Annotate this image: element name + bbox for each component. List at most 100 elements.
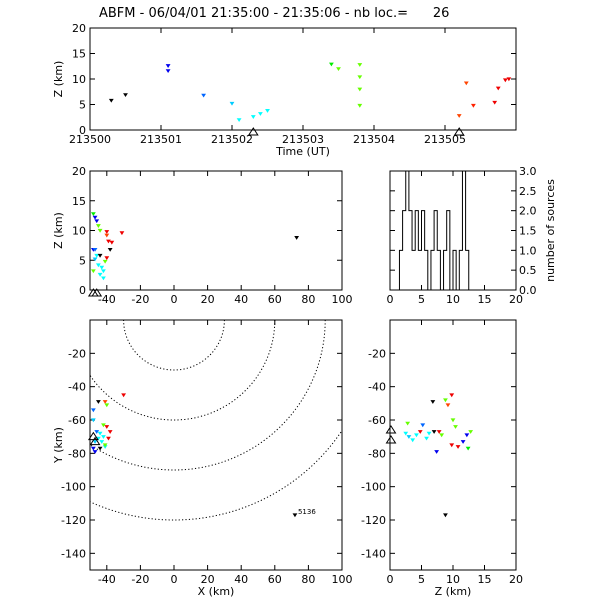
source-point (92, 215, 98, 220)
plot-frame (89, 170, 343, 291)
source-point (104, 425, 110, 429)
x-tick-label: 40 (234, 573, 248, 586)
x-tick-label: 213504 (353, 133, 395, 146)
y-tick-label: -80 (68, 447, 86, 460)
source-point (443, 513, 448, 518)
y-axis-title: Y (km) (52, 427, 65, 464)
source-point (434, 450, 440, 454)
station-marker (247, 127, 259, 136)
source-point (108, 98, 114, 103)
source-point (96, 400, 101, 404)
figure-title: ABFM - 06/04/01 21:35:00 - 21:35:06 - nb… (99, 6, 449, 21)
source-point (97, 446, 103, 451)
source-point (94, 253, 100, 258)
source-point (426, 431, 432, 436)
x-tick-label: 0 (387, 293, 394, 306)
x-tick-label: 10 (446, 293, 460, 306)
source-point (292, 513, 298, 518)
source-point (92, 257, 98, 262)
x-tick-label: 10 (446, 573, 460, 586)
y-tick-label: 10 (72, 73, 86, 86)
x-tick-label: -20 (131, 293, 149, 306)
source-point (430, 400, 436, 404)
source-point (456, 114, 462, 118)
source-point (101, 276, 106, 281)
source-point (329, 62, 334, 67)
source-point (464, 433, 470, 438)
source-point (97, 272, 103, 277)
source-point (99, 265, 105, 270)
x-tick-label: 80 (301, 293, 315, 306)
plot-frame (89, 319, 343, 571)
y-axis-title: Z (km) (52, 212, 65, 249)
y-tick-label: 0.5 (519, 264, 537, 277)
panel-x-height: -40 -20 0 20 40 60 80 100 0 5 10 15 20 Z (km) (52, 165, 353, 306)
x-tick-label: 60 (268, 293, 282, 306)
y-tick-label: 0.0 (519, 284, 537, 297)
plot-frame (89, 27, 517, 131)
range-rings (90, 320, 342, 521)
panel-time-height: 213500 213501 213502 213503 213504 213505 Time… (52, 22, 517, 158)
source-point (104, 233, 110, 238)
y-tick-label: 15 (72, 48, 86, 61)
source-point (90, 408, 96, 413)
source-point (294, 236, 300, 240)
source-point (357, 75, 363, 80)
x-tick-label: 213505 (424, 133, 466, 146)
source-point (97, 253, 103, 258)
source-point (106, 239, 111, 244)
source-point (471, 103, 476, 108)
source-point (258, 112, 263, 116)
source-point (94, 219, 100, 224)
y-axis-title: Z (km) (52, 61, 65, 98)
y-tick-label: 5 (79, 254, 86, 267)
x-axis-title: Z (km) (435, 585, 472, 598)
source-point (96, 436, 101, 441)
x-tick-label: 5 (418, 293, 425, 306)
y-tick-label: 2.5 (519, 185, 537, 198)
station-marker (89, 436, 101, 446)
source-point (465, 446, 471, 451)
x-tick-label: 40 (234, 293, 248, 306)
x-tick-label: 0 (171, 293, 178, 306)
x-tick-label: 20 (509, 293, 523, 306)
source-point (102, 400, 108, 404)
source-point (357, 103, 363, 108)
source-point (236, 118, 242, 122)
station-marker (385, 425, 397, 434)
x-tick-label: 60 (268, 573, 282, 586)
y-tick-label: -40 (68, 381, 86, 394)
x-tick-label: 20 (509, 573, 523, 586)
panel-plan-view: -40 -20 0 20 40 60 80 100 X (km) -140 -120 -100 -80 -… (52, 319, 353, 598)
source-point (99, 440, 105, 444)
source-point (102, 443, 108, 448)
source-point (121, 393, 126, 398)
source-point (406, 435, 412, 439)
source-point (229, 101, 235, 106)
x-tick-label: 20 (201, 573, 215, 586)
x-tick-label: 80 (301, 573, 315, 586)
source-point (265, 109, 270, 113)
source-point (502, 78, 508, 83)
source-point (424, 436, 429, 441)
source-point (106, 436, 111, 441)
source-point (123, 93, 128, 98)
source-point (90, 269, 96, 274)
source-point (455, 445, 461, 449)
source-point (495, 86, 501, 91)
source-point (165, 64, 171, 68)
x-tick-label: 0 (171, 573, 178, 586)
y-tick-label: 10 (72, 225, 86, 238)
source-point (107, 247, 113, 252)
x-axis-title: Time (UT) (275, 145, 330, 158)
source-point (506, 77, 512, 82)
x-tick-label: 213502 (211, 133, 253, 146)
y-tick-label: -140 (361, 547, 386, 560)
x-tick-label: 213501 (140, 133, 182, 146)
y-tick-label: -100 (61, 481, 86, 494)
source-point (445, 403, 451, 408)
source-point (431, 430, 437, 434)
source-point (104, 403, 110, 408)
